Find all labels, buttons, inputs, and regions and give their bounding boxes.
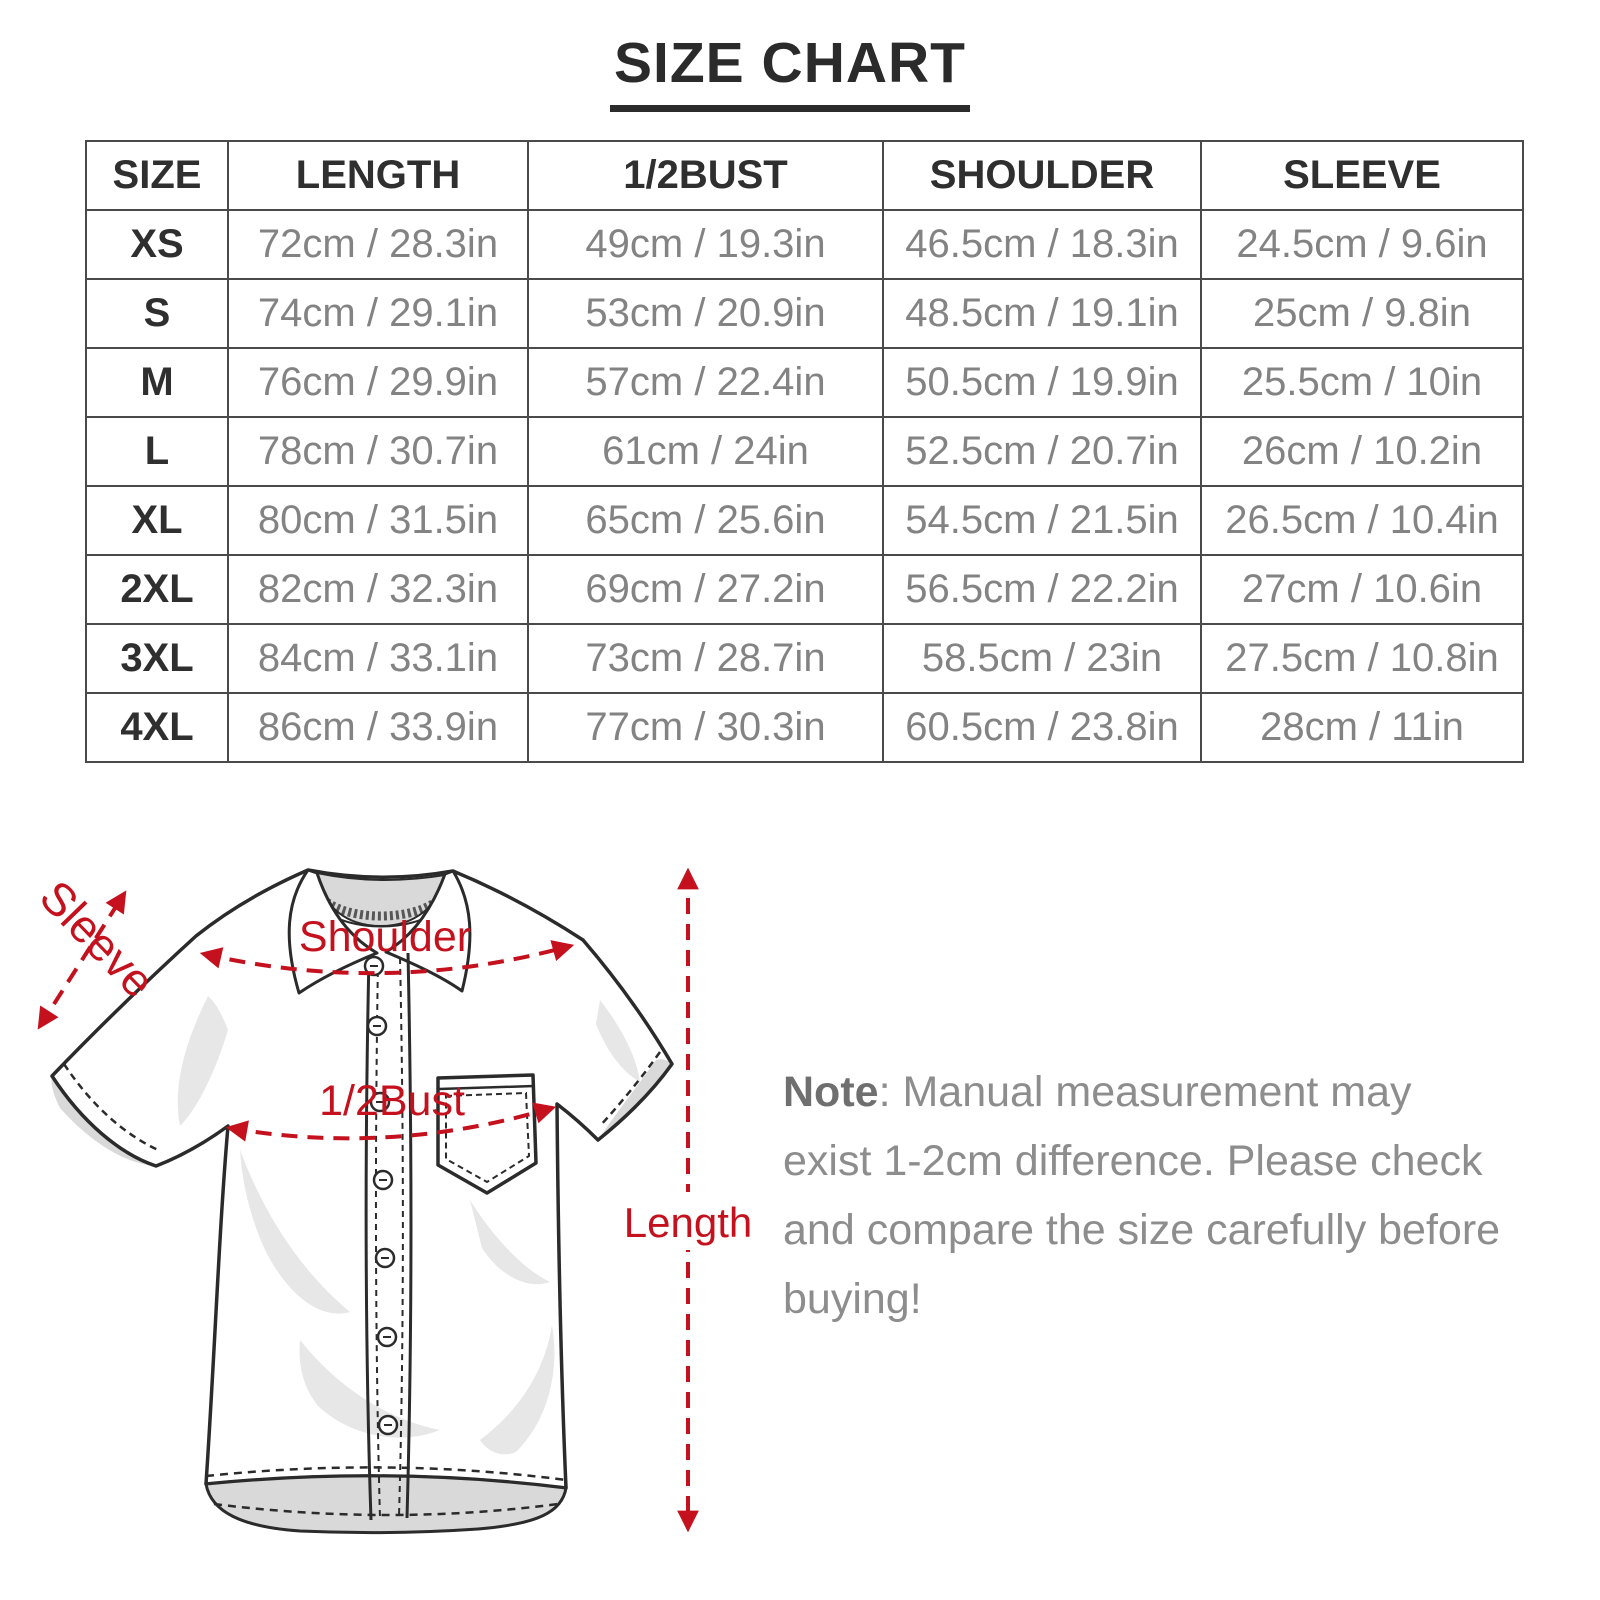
measurement-cell: 72cm / 28.3in	[227, 209, 529, 280]
shoulder-arrow	[199, 940, 575, 976]
measurement-cell: 74cm / 29.1in	[227, 278, 529, 349]
measurement-cell: 80cm / 31.5in	[227, 485, 529, 556]
measurement-cell: 82cm / 32.3in	[227, 554, 529, 625]
table-row-xl: XL 80cm / 31.5in 65cm / 25.6in 54.5cm / 21.…	[85, 485, 1524, 556]
measurement-cell: 25cm / 9.8in	[1200, 278, 1524, 349]
size-cell: 4XL	[85, 692, 229, 763]
size-table-header: SIZE LENGTH 1/2BUST SHOULDER SLEEVE	[85, 140, 1524, 211]
size-cell: 3XL	[85, 623, 229, 694]
measurement-cell: 27.5cm / 10.8in	[1200, 623, 1524, 694]
fabric-shading	[177, 996, 640, 1455]
table-row-2xl: 2XL 82cm / 32.3in 69cm / 27.2in 56.5cm / 22…	[85, 554, 1524, 625]
table-row-xs: XS 72cm / 28.3in 49cm / 19.3in 46.5cm / 18.…	[85, 209, 1524, 280]
measurement-cell: 73cm / 28.7in	[527, 623, 884, 694]
table-row-m: M 76cm / 29.9in 57cm / 22.4in 50.5cm / 19.9…	[85, 347, 1524, 418]
column-header-length: LENGTH	[227, 140, 529, 211]
size-table: SIZE LENGTH 1/2BUST SHOULDER SLEEVE XS 72cm /…	[85, 140, 1524, 763]
measurement-cell: 60.5cm / 23.8in	[882, 692, 1202, 763]
measurement-annotations	[37, 867, 699, 1533]
column-header-1-2bust: 1/2BUST	[527, 140, 884, 211]
measurement-cell: 50.5cm / 19.9in	[882, 347, 1202, 418]
column-header-size: SIZE	[85, 140, 229, 211]
measurement-cell: 65cm / 25.6in	[527, 485, 884, 556]
column-header-shoulder: SHOULDER	[882, 140, 1202, 211]
measurement-cell: 27cm / 10.6in	[1200, 554, 1524, 625]
measurement-cell: 24.5cm / 9.6in	[1200, 209, 1524, 280]
sleeve-label: Sleeve	[30, 870, 165, 1007]
length-label: Length	[624, 1199, 752, 1246]
bust-arrow	[225, 1102, 557, 1142]
measurement-cell: 53cm / 20.9in	[527, 278, 884, 349]
measurement-cell: 52.5cm / 20.7in	[882, 416, 1202, 487]
size-cell: L	[85, 416, 229, 487]
column-header-sleeve: SLEEVE	[1200, 140, 1524, 211]
measurement-cell: 61cm / 24in	[527, 416, 884, 487]
measurement-cell: 28cm / 11in	[1200, 692, 1524, 763]
sleeve-arrow	[37, 890, 127, 1030]
size-cell: S	[85, 278, 229, 349]
table-row-4xl: 4XL 86cm / 33.9in 77cm / 30.3in 60.5cm / 23…	[85, 692, 1524, 763]
shirt-illustration	[50, 868, 674, 1535]
size-cell: M	[85, 347, 229, 418]
size-cell: XL	[85, 485, 229, 556]
size-cell: 2XL	[85, 554, 229, 625]
note-body: : Manual measurement may exist 1-2cm dif…	[783, 1068, 1501, 1323]
measurement-cell: 49cm / 19.3in	[527, 209, 884, 280]
measurement-cell: 46.5cm / 18.3in	[882, 209, 1202, 280]
measurement-cell: 78cm / 30.7in	[227, 416, 529, 487]
measurement-cell: 77cm / 30.3in	[527, 692, 884, 763]
page-title: SIZE CHART	[610, 30, 970, 112]
measurement-cell: 69cm / 27.2in	[527, 554, 884, 625]
length-label-mask	[622, 1192, 754, 1250]
table-row-l: L 78cm / 30.7in 61cm / 24in 52.5cm / 20.7in…	[85, 416, 1524, 487]
size-table-body: XS 72cm / 28.3in 49cm / 19.3in 46.5cm / 18.…	[85, 209, 1524, 763]
measurement-cell: 84cm / 33.1in	[227, 623, 529, 694]
measurement-cell: 86cm / 33.9in	[227, 692, 529, 763]
table-row-s: S 74cm / 29.1in 53cm / 20.9in 48.5cm / 19.1…	[85, 278, 1524, 349]
measurement-cell: 26cm / 10.2in	[1200, 416, 1524, 487]
measurement-cell: 58.5cm / 23in	[882, 623, 1202, 694]
page-title-wrap: SIZE CHART	[0, 30, 1580, 112]
size-cell: XS	[85, 209, 229, 280]
bust-label: 1/2Bust	[319, 1077, 465, 1125]
note-text: Note: Manual measurement may exist 1-2cm…	[783, 1058, 1503, 1334]
measurement-cell: 54.5cm / 21.5in	[882, 485, 1202, 556]
note-label: Note	[783, 1068, 879, 1116]
table-row-3xl: 3XL 84cm / 33.1in 73cm / 28.7in 58.5cm / 23…	[85, 623, 1524, 694]
shoulder-label: Shoulder	[299, 913, 471, 961]
measurement-cell: 26.5cm / 10.4in	[1200, 485, 1524, 556]
measurement-cell: 56.5cm / 22.2in	[882, 554, 1202, 625]
measurement-cell: 25.5cm / 10in	[1200, 347, 1524, 418]
measurement-cell: 76cm / 29.9in	[227, 347, 529, 418]
shirt-measurement-diagram: Sleeve Shoulder 1/2Bust Length	[30, 867, 754, 1535]
measurement-cell: 57cm / 22.4in	[527, 347, 884, 418]
measurement-cell: 48.5cm / 19.1in	[882, 278, 1202, 349]
